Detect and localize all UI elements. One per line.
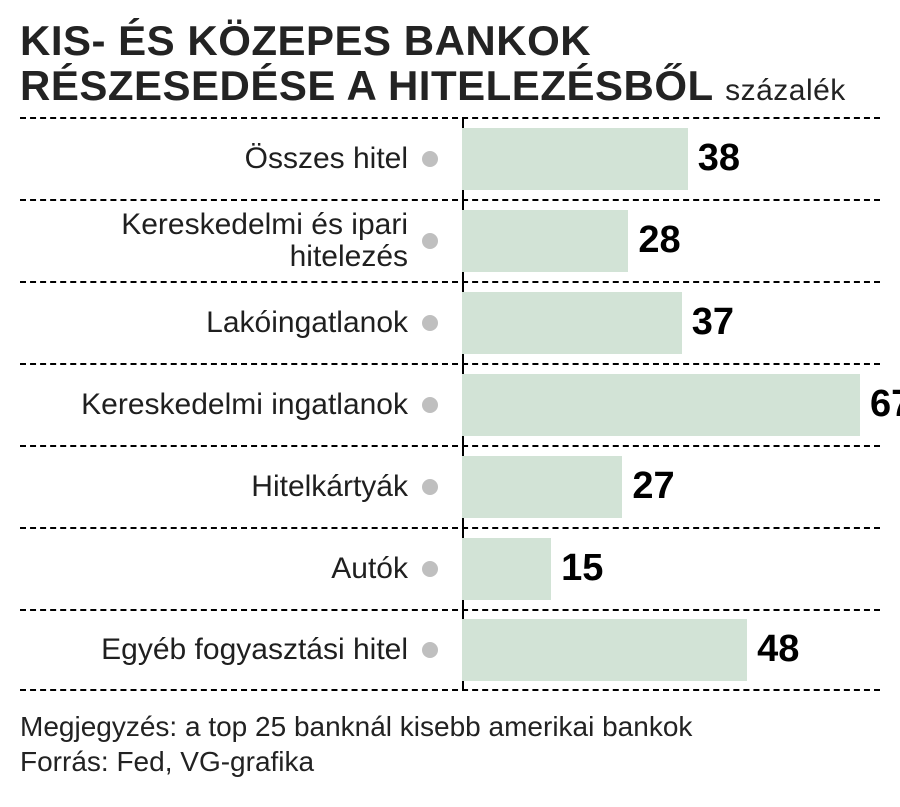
category-cell: Kereskedelmi ingatlanok — [20, 365, 462, 445]
bullet-icon — [422, 233, 438, 249]
category-cell: Egyéb fogyasztási hitel — [20, 611, 462, 689]
bar-cell: 27 — [462, 447, 880, 527]
category-cell: Összes hitel — [20, 119, 462, 199]
bar-value: 37 — [692, 301, 734, 344]
bullet-icon — [422, 561, 438, 577]
category-cell: Lakóingatlanok — [20, 283, 462, 363]
bar — [462, 619, 747, 681]
title-line-2: RÉSZESEDÉSE A HITELEZÉSBŐL százalék — [20, 63, 880, 108]
bullet-icon — [422, 151, 438, 167]
bar — [462, 456, 622, 518]
title-line-1: KIS- ÉS KÖZEPES BANKOK — [20, 18, 880, 63]
bar-cell: 38 — [462, 119, 880, 199]
category-cell: Autók — [20, 529, 462, 609]
category-label: Egyéb fogyasztási hitel — [101, 634, 408, 666]
page: KIS- ÉS KÖZEPES BANKOK RÉSZESEDÉSE A HIT… — [0, 0, 900, 807]
chart-row: Hitelkártyák 27 — [20, 445, 880, 527]
category-cell: Kereskedelmi és ipari hitelezés — [20, 201, 462, 281]
title-unit: százalék — [725, 74, 846, 107]
bar — [462, 128, 688, 190]
chart-row: Kereskedelmi és ipari hitelezés 28 — [20, 199, 880, 281]
bar-value: 38 — [698, 137, 740, 180]
category-cell: Hitelkártyák — [20, 447, 462, 527]
category-label: Lakóingatlanok — [206, 307, 408, 339]
chart-row: Egyéb fogyasztási hitel 48 — [20, 609, 880, 691]
chart-row: Autók 15 — [20, 527, 880, 609]
category-label: Kereskedelmi ingatlanok — [81, 389, 408, 421]
bar-value: 28 — [638, 219, 680, 262]
title-line-2-text: RÉSZESEDÉSE A HITELEZÉSBŐL — [20, 62, 713, 109]
chart-row: Lakóingatlanok 37 — [20, 281, 880, 363]
bullet-icon — [422, 315, 438, 331]
category-label: Kereskedelmi és ipari hitelezés — [20, 209, 408, 272]
bar — [462, 210, 628, 272]
footnote-source: Forrás: Fed, VG-grafika — [20, 744, 880, 779]
bar-value: 15 — [561, 547, 603, 590]
bar-value: 67 — [870, 383, 900, 426]
title-block: KIS- ÉS KÖZEPES BANKOK RÉSZESEDÉSE A HIT… — [20, 18, 880, 109]
bar-cell: 37 — [462, 283, 880, 363]
bar-value: 48 — [757, 628, 799, 671]
chart-row: Kereskedelmi ingatlanok67 — [20, 363, 880, 445]
bar-cell: 15 — [462, 529, 880, 609]
footnotes: Megjegyzés: a top 25 banknál kisebb amer… — [20, 709, 880, 779]
bar-cell: 28 — [462, 201, 880, 281]
category-label: Autók — [331, 553, 408, 585]
category-label: Hitelkártyák — [251, 471, 408, 503]
bullet-icon — [422, 479, 438, 495]
bar — [462, 374, 860, 436]
footnote-note: Megjegyzés: a top 25 banknál kisebb amer… — [20, 709, 880, 744]
chart-row: Összes hitel 38 — [20, 117, 880, 199]
bar-chart: Összes hitel 38 Kereskedelmi és ipari hite… — [20, 117, 880, 691]
bar — [462, 538, 551, 600]
bullet-icon — [422, 642, 438, 658]
bar-value: 27 — [632, 465, 674, 508]
bar — [462, 292, 682, 354]
bar-cell: 48 — [462, 611, 880, 689]
bar-cell: 67 — [462, 365, 900, 445]
bullet-icon — [422, 397, 438, 413]
category-label: Összes hitel — [245, 143, 408, 175]
